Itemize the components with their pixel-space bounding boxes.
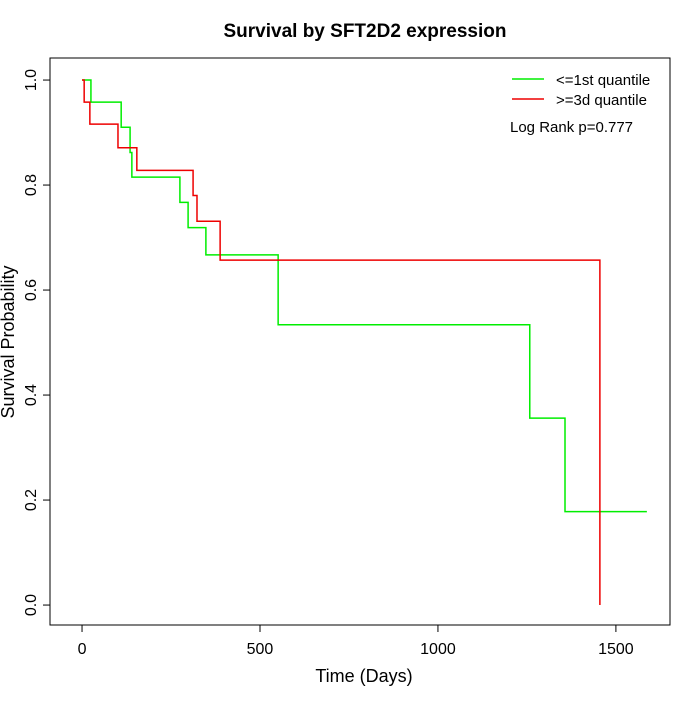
y-tick-label: 0.8 [23, 174, 40, 196]
legend-label: >=3d quantile [556, 92, 647, 109]
x-tick-label: 500 [247, 641, 274, 658]
annotation: Log Rank p=0.777 [510, 119, 633, 136]
y-tick-label: 1.0 [23, 69, 40, 91]
y-tick-label: 0.4 [23, 384, 40, 406]
y-tick-label: 0.0 [23, 594, 40, 616]
survival-curve [82, 79, 647, 513]
y-tick-label: 0.6 [23, 279, 40, 301]
x-tick-label: 1000 [420, 641, 456, 658]
survival-curve [82, 79, 601, 606]
plot-frame [49, 57, 671, 626]
chart-title: Survival by SFT2D2 expression [223, 21, 506, 42]
legend-label: <=1st quantile [556, 72, 650, 89]
x-axis-label: Time (Days) [315, 666, 412, 686]
y-tick-label: 0.2 [23, 489, 40, 511]
x-tick-label: 0 [78, 641, 87, 658]
y-axis-label: Survival Probability [0, 265, 18, 418]
x-tick-label: 1500 [598, 641, 634, 658]
